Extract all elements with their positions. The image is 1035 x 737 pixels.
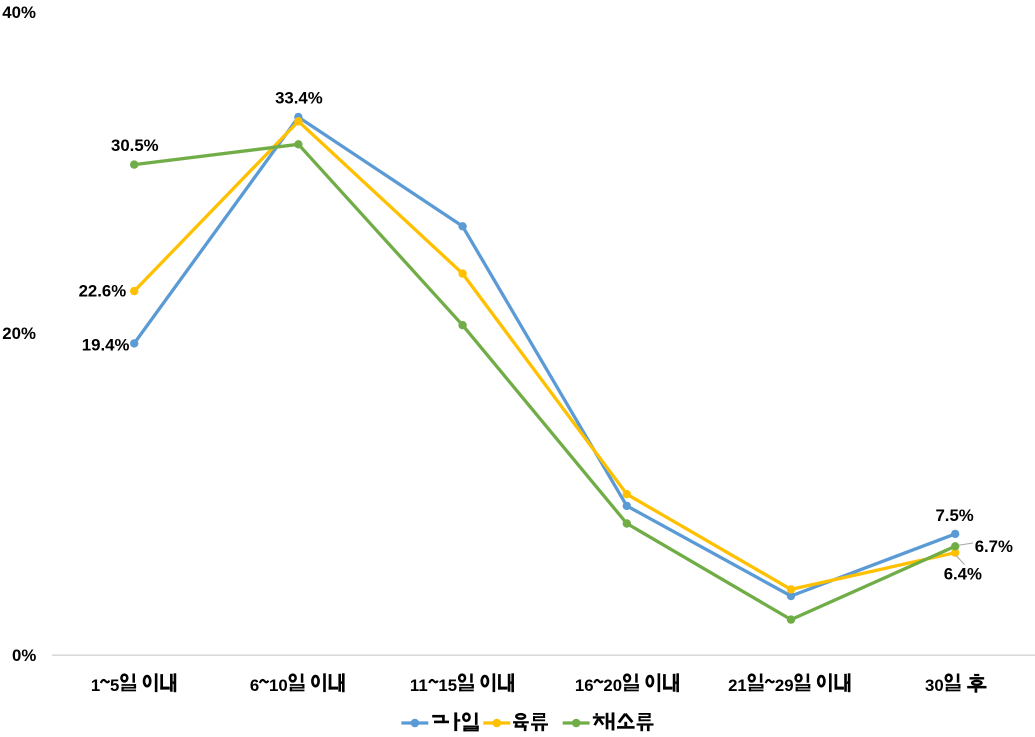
svg-text:22.6%: 22.6% <box>79 281 127 300</box>
svg-text:7.5%: 7.5% <box>935 506 973 525</box>
svg-text:11: 11 <box>410 676 428 695</box>
svg-text:40%: 40% <box>2 3 36 22</box>
svg-text:30: 30 <box>925 676 944 695</box>
svg-text:10: 10 <box>269 676 288 695</box>
svg-text:6: 6 <box>250 676 259 695</box>
svg-text:16: 16 <box>575 676 594 695</box>
svg-text:6.7%: 6.7% <box>975 537 1013 556</box>
svg-text:29: 29 <box>775 676 794 695</box>
svg-text:30.5%: 30.5% <box>111 136 159 155</box>
svg-text:20%: 20% <box>2 324 36 343</box>
svg-text:20: 20 <box>603 676 622 695</box>
svg-text:0%: 0% <box>12 646 36 665</box>
svg-text:19.4%: 19.4% <box>82 336 130 355</box>
svg-text:1: 1 <box>91 676 100 695</box>
svg-text:5: 5 <box>110 676 119 695</box>
svg-text:15: 15 <box>438 676 457 695</box>
svg-text:21: 21 <box>728 676 747 695</box>
svg-text:33.4%: 33.4% <box>275 89 323 108</box>
svg-text:6.4%: 6.4% <box>944 565 982 584</box>
